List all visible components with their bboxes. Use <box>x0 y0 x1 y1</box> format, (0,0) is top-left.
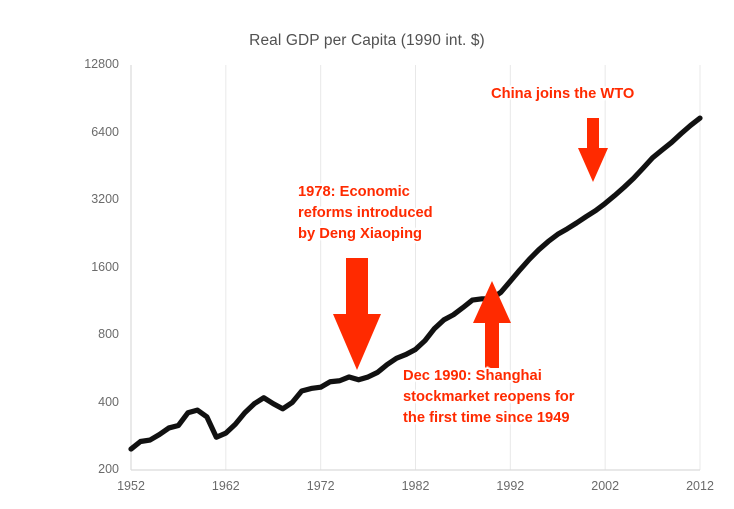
x-axis-tick-label: 2002 <box>591 479 620 493</box>
annotation-line: stockmarket reopens for <box>403 389 575 405</box>
arrow-shanghai-stockmarket <box>473 281 511 368</box>
chart-title: Real GDP per Capita (1990 int. $) <box>249 32 485 49</box>
x-axis-tick-label: 1992 <box>496 479 525 493</box>
arrow-deng-reforms <box>333 258 381 370</box>
annotation-deng-reforms: 1978: Economic reforms introduced by Deng … <box>298 182 433 245</box>
y-axis-tick-label: 1600 <box>91 259 119 274</box>
y-axis-tick-label: 6400 <box>91 124 119 139</box>
annotation-arrows <box>333 118 608 370</box>
annotation-line: reforms introduced <box>298 205 433 221</box>
annotation-line: China joins the WTO <box>491 86 635 102</box>
y-axis-tick-label: 12800 <box>84 57 119 71</box>
y-axis-tick-label: 200 <box>98 462 119 476</box>
x-axis-tick-label: 1952 <box>117 479 145 493</box>
y-axis-tick-label: 400 <box>98 394 119 409</box>
gdp-line <box>128 115 703 452</box>
annotation-shanghai-stockmarket: Dec 1990: Shanghai stockmarket reopens fo… <box>403 366 574 429</box>
y-axis-tick-label: 800 <box>98 327 119 341</box>
annotation-line: by Deng Xiaoping <box>298 226 423 242</box>
annotation-line: 1978: Economic <box>298 184 410 200</box>
axis-lines <box>130 65 700 471</box>
data-line-series <box>128 115 703 452</box>
x-axis-tick-label: 1982 <box>401 479 430 493</box>
annotation-china-wto: China joins the WTO <box>491 84 634 105</box>
x-axis-tick-label: 2012 <box>686 479 714 493</box>
y-axis-tick-label: 3200 <box>91 192 119 206</box>
annotation-line: the first time since 1949 <box>403 410 570 426</box>
x-axis-tick-label: 1972 <box>306 479 335 493</box>
arrow-china-wto <box>578 118 608 182</box>
x-axis-tick-label: 1962 <box>211 479 240 493</box>
annotation-line: Dec 1990: Shanghai <box>403 368 542 384</box>
